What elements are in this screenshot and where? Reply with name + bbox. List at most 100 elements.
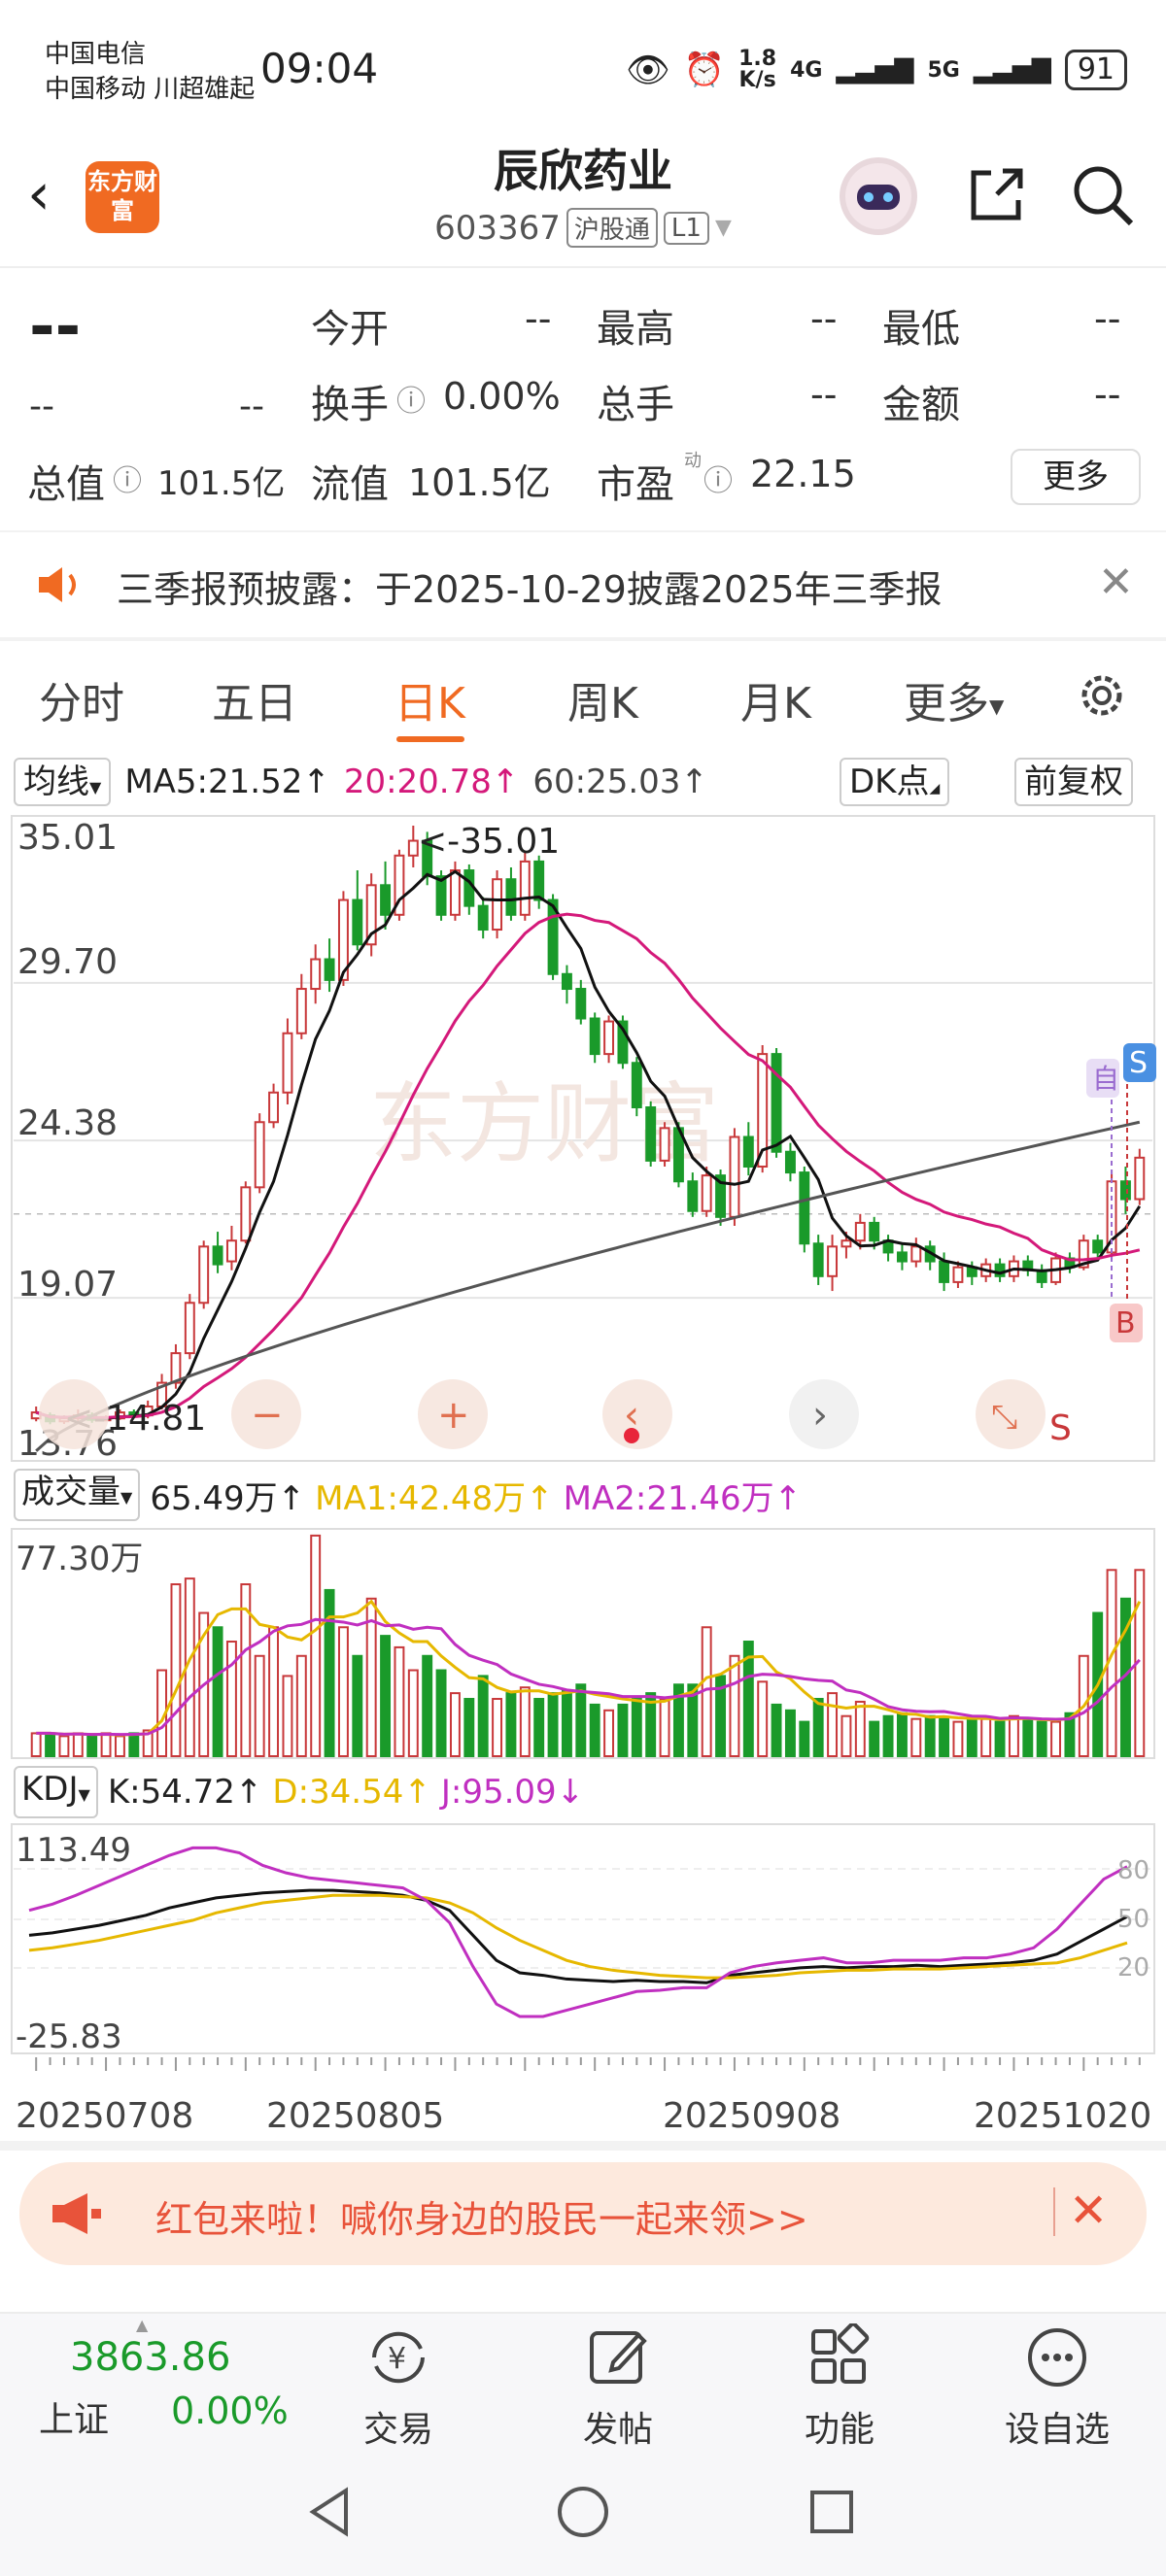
candle-body bbox=[240, 1186, 252, 1242]
grid-icon bbox=[811, 2322, 870, 2384]
buy-marker-label: B bbox=[1115, 1306, 1136, 1340]
pe-label: 市盈 bbox=[597, 462, 674, 507]
index-name[interactable]: 上证 bbox=[39, 2400, 110, 2440]
fullscreen-button[interactable] bbox=[976, 1379, 1046, 1449]
caret-down-icon: ▼ bbox=[120, 1488, 133, 1507]
tab-weekly-k[interactable]: 周K bbox=[567, 679, 638, 729]
chevron-down-icon: ▼ bbox=[714, 216, 732, 240]
volume-y-label: 77.30万 bbox=[16, 1540, 143, 1578]
close-icon[interactable]: ✕ bbox=[1069, 2184, 1109, 2238]
candle-body bbox=[365, 884, 377, 946]
nav-post[interactable]: 发帖 bbox=[540, 2323, 696, 2452]
kdj-j-line bbox=[28, 1846, 1128, 2018]
candle-body bbox=[659, 1127, 670, 1162]
nav-recents-icon[interactable] bbox=[803, 2483, 861, 2545]
high-value: -- bbox=[810, 297, 838, 340]
tab-more[interactable]: 更多▼ bbox=[904, 668, 1004, 730]
volume-bar bbox=[519, 1686, 531, 1757]
volume-bar bbox=[771, 1703, 782, 1758]
close-icon[interactable]: ✕ bbox=[1098, 558, 1134, 607]
back-icon[interactable]: ‹ bbox=[27, 160, 51, 228]
net-4g-label: 4G bbox=[790, 57, 823, 83]
volume-bar bbox=[1022, 1717, 1034, 1757]
float-value: 101.5亿 bbox=[408, 461, 551, 504]
volume-selector[interactable]: 成交量▼ bbox=[14, 1469, 141, 1521]
notice-text[interactable]: 三季报预披露：于2025-10-29披露2025年三季报 bbox=[117, 568, 943, 611]
expand-control[interactable] bbox=[39, 1379, 109, 1449]
candle-body bbox=[407, 839, 419, 857]
candle-body bbox=[994, 1263, 1006, 1277]
zoom-in-button[interactable] bbox=[418, 1379, 488, 1449]
candle-body bbox=[477, 904, 489, 932]
candle-body bbox=[715, 1174, 727, 1218]
kdj-chart[interactable]: 113.49 -25.83 80 50 20 bbox=[0, 1822, 1166, 2055]
volume-bar bbox=[757, 1680, 769, 1757]
carrier-info: 中国电信 中国移动 川超雄起 bbox=[45, 37, 255, 107]
y-label-1: 35.01 bbox=[17, 818, 118, 858]
kline-chart[interactable]: 东方财富 35.01 29.70 24.38 19.07 13.76 <-35.… bbox=[0, 814, 1166, 1465]
nav-functions[interactable]: 功能 bbox=[762, 2322, 917, 2452]
volume-bar bbox=[422, 1654, 433, 1758]
search-icon[interactable] bbox=[1069, 161, 1137, 229]
section-divider bbox=[0, 2141, 1166, 2151]
date-label-2: 20250805 bbox=[266, 2096, 444, 2136]
nav-trade[interactable]: ¥ 交易 bbox=[321, 2323, 476, 2452]
scroll-right-button[interactable] bbox=[789, 1379, 859, 1449]
tab-intraday[interactable]: 分时 bbox=[39, 679, 124, 729]
volume-chart[interactable]: 77.30万 bbox=[0, 1527, 1166, 1760]
ma-selector-label: 均线 bbox=[23, 763, 89, 801]
pe-value: 22.15 bbox=[750, 453, 856, 495]
amount-value: -- bbox=[1094, 373, 1121, 416]
red-envelope-banner[interactable] bbox=[19, 2162, 1147, 2265]
more-quote-button[interactable]: 更多 bbox=[1011, 449, 1141, 505]
stock-code-line[interactable]: 603367 沪股通 L1 ▼ bbox=[0, 208, 1166, 248]
candle-body bbox=[631, 1062, 642, 1108]
candle-body bbox=[310, 958, 322, 991]
scroll-left-button[interactable] bbox=[602, 1379, 672, 1449]
nav-back-icon[interactable] bbox=[301, 2483, 360, 2545]
stock-code: 603367 bbox=[434, 208, 561, 248]
volume-bar bbox=[799, 1720, 810, 1758]
nav-home-icon[interactable] bbox=[554, 2483, 612, 2545]
volume-ma2: MA2:21.46万↑ bbox=[563, 1478, 803, 1518]
open-label: 今开 bbox=[311, 307, 389, 352]
expand-icon: ⤡ bbox=[991, 1398, 1017, 1437]
index-pct[interactable]: 0.00% bbox=[171, 2390, 289, 2432]
kdj-d-line bbox=[28, 1893, 1128, 1980]
adjust-button[interactable]: 前复权 bbox=[1014, 758, 1133, 806]
low-value: -- bbox=[1094, 297, 1121, 340]
tab-daily-k[interactable]: 日K bbox=[394, 679, 465, 729]
info-icon[interactable]: ⓘ bbox=[703, 464, 733, 498]
candle-body bbox=[337, 898, 349, 981]
alarm-icon: ⏰ bbox=[683, 51, 726, 89]
sell-signal-label: S bbox=[1049, 1408, 1072, 1448]
tab-five-day[interactable]: 五日 bbox=[212, 679, 297, 729]
ma20-value: 20:20.78↑ bbox=[343, 763, 520, 801]
tab-monthly-k[interactable]: 月K bbox=[740, 679, 811, 729]
kdj-d: D:34.54↑ bbox=[272, 1773, 431, 1812]
share-icon[interactable] bbox=[962, 161, 1030, 229]
index-value[interactable]: 3863.86 bbox=[70, 2335, 231, 2380]
candle-body bbox=[939, 1260, 950, 1283]
volume-bars bbox=[30, 1534, 1146, 1758]
assistant-avatar[interactable] bbox=[840, 157, 917, 235]
info-icon[interactable]: ⓘ bbox=[113, 464, 142, 498]
zoom-out-button[interactable] bbox=[231, 1379, 301, 1449]
stock-name: 辰欣药业 bbox=[494, 145, 672, 197]
sell-marker bbox=[1123, 1043, 1156, 1082]
ma-selector[interactable]: 均线▼ bbox=[14, 758, 112, 806]
dk-button[interactable]: DK点◢ bbox=[840, 758, 950, 806]
banner-text[interactable]: 红包来啦！喊你身边的股民一起来领>> bbox=[155, 2198, 808, 2241]
signal-icon: ▂▃▅▇ bbox=[836, 55, 914, 85]
gear-icon[interactable] bbox=[1073, 666, 1131, 729]
candle-body bbox=[561, 972, 572, 991]
ma60-line bbox=[35, 1120, 1141, 1452]
caret-icon: ◢ bbox=[929, 781, 941, 797]
nav-functions-label: 功能 bbox=[804, 2410, 874, 2450]
info-icon[interactable]: ⓘ bbox=[396, 385, 426, 419]
bottom-nav bbox=[0, 2312, 1166, 2454]
notice-bar[interactable] bbox=[0, 532, 1166, 635]
nav-watchlist[interactable]: 设自选 bbox=[979, 2323, 1135, 2452]
candle-body bbox=[784, 1150, 796, 1174]
kdj-selector[interactable]: KDJ▼ bbox=[14, 1766, 98, 1818]
